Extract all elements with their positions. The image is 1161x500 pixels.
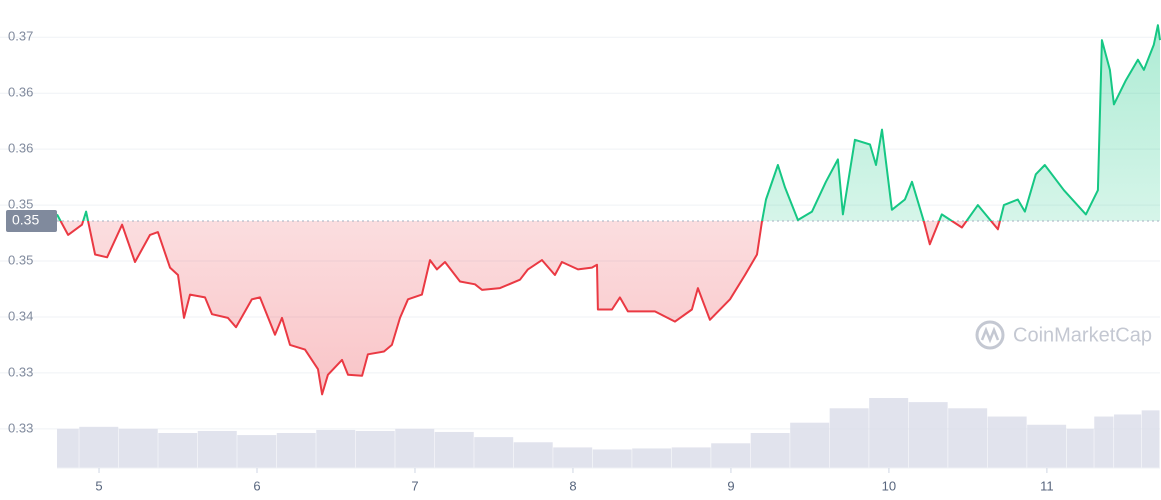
watermark-logo [975, 320, 1005, 350]
price-line-down [59, 220, 1002, 396]
y-tick-label: 0.35 [8, 252, 33, 267]
x-tick-label: 6 [253, 478, 260, 493]
volume-bar [1141, 410, 1160, 468]
area-up [57, 25, 1160, 221]
volume-bar [434, 431, 474, 468]
y-tick-label: 0.37 [8, 29, 33, 44]
volume-bar [197, 430, 237, 468]
volume-bar [829, 408, 869, 468]
x-tick-label: 8 [569, 478, 576, 493]
y-tick-label: 0.33 [8, 364, 33, 379]
volume-bar [355, 430, 395, 468]
volume-bar [395, 428, 435, 468]
area-down [60, 220, 1000, 395]
x-tick-label: 7 [411, 478, 418, 493]
y-tick-label: 0.36 [8, 85, 33, 100]
volume-bar [474, 437, 514, 468]
volume-bar [948, 408, 988, 468]
volume-bar [750, 433, 790, 468]
volume-bar [987, 416, 1027, 468]
y-tick-label: 0.34 [8, 308, 33, 323]
y-tick-label: 0.33 [8, 420, 33, 435]
volume-bar [592, 449, 632, 468]
volume-bar [513, 442, 553, 468]
volume-bar [1114, 414, 1142, 468]
volume-bar [1066, 428, 1094, 468]
x-tick-label: 5 [95, 478, 102, 493]
volume-bar [316, 429, 356, 468]
volume-bar [118, 428, 158, 468]
x-tick-label: 9 [727, 478, 734, 493]
y-tick-label: 0.36 [8, 141, 33, 156]
plot: 0.35 [6, 24, 1161, 396]
watermark-logo-mark [980, 326, 1000, 344]
volume-bar [1027, 424, 1067, 468]
volume-bar [237, 435, 277, 468]
x-tick-label: 10 [882, 478, 896, 493]
watermark-text: CoinMarketCap [1013, 324, 1152, 346]
volume-bar [908, 402, 948, 468]
reference-badge [6, 209, 57, 232]
volume-bar [158, 433, 198, 468]
axis: 0.370.360.360.350.350.340.330.335 6 7 8 9 10 1… [8, 29, 1160, 493]
volume-bar [79, 426, 119, 468]
volume-bar [671, 447, 711, 468]
volume-bar [276, 433, 316, 468]
volume-bar [553, 447, 593, 468]
volume-bar [869, 398, 909, 468]
volume-bar [57, 428, 79, 468]
volume-bar [632, 448, 672, 468]
reference-label: 0.35 [12, 212, 39, 228]
volume [57, 398, 1160, 468]
volume-bar [790, 422, 830, 468]
watermark: CoinMarketCap [975, 320, 1152, 350]
price-line-up [56, 24, 1161, 221]
volume-bar [711, 443, 751, 468]
x-tick-label: 11 [1040, 478, 1054, 493]
y-tick-label: 0.35 [8, 197, 33, 212]
volume-bar [1094, 416, 1114, 468]
